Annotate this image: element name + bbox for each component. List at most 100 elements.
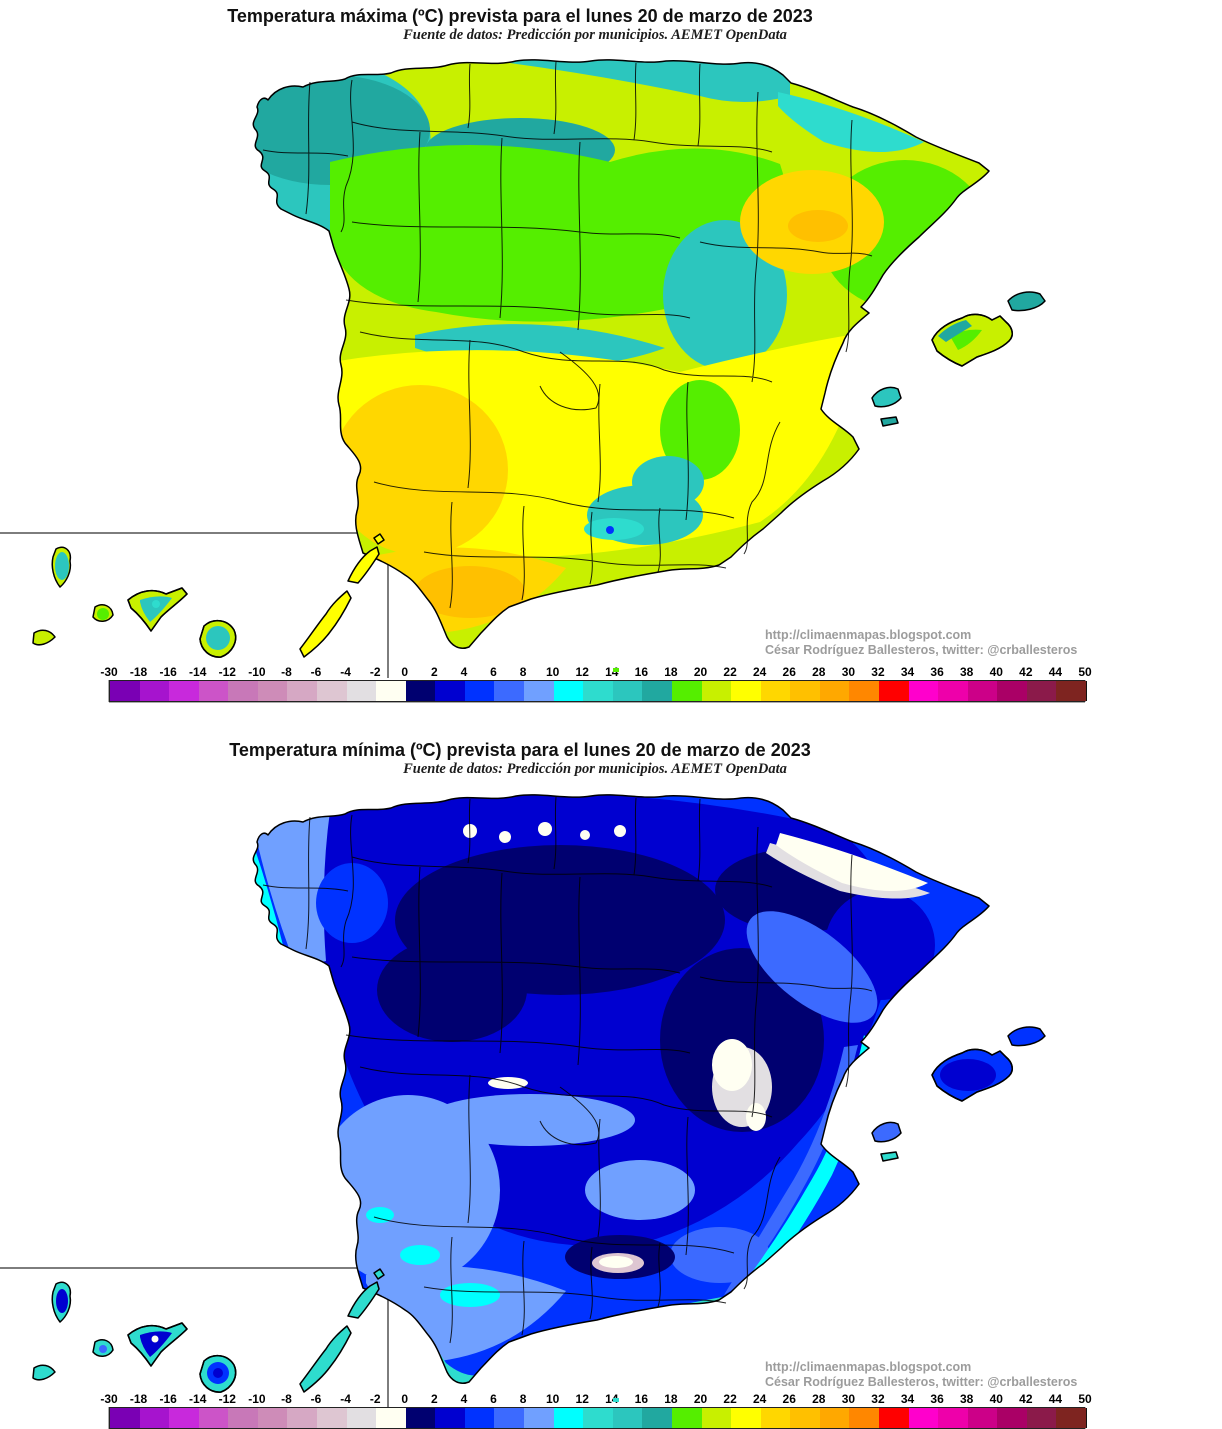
- legend-tick-label: 16: [634, 1392, 649, 1406]
- legend-tick-label: 44: [1048, 1392, 1063, 1406]
- max-temperature-map: [0, 59, 1046, 678]
- legend-tick-label: 8: [519, 665, 527, 679]
- alboran-island-dot: [613, 1398, 619, 1402]
- legend-tick-label: -18: [129, 1392, 148, 1406]
- legend-swatch: [228, 681, 259, 701]
- alboran-island-dot: [613, 668, 619, 672]
- legend-swatch: [671, 681, 703, 701]
- legend-swatch: [938, 681, 969, 701]
- legend-tick-label: -14: [189, 665, 207, 679]
- legend-swatch: [967, 1408, 999, 1428]
- legend-tick-label: 28: [812, 1392, 826, 1406]
- legend-swatch: [405, 1408, 437, 1428]
- legend-swatch: [760, 681, 792, 701]
- min-map-attribution: http://climaenmapas.blogspot.com César R…: [765, 1360, 1095, 1390]
- legend-swatch: [908, 1408, 940, 1428]
- legend-tick-label: 0: [401, 665, 409, 679]
- legend-swatch: [169, 681, 200, 701]
- legend-swatch: [583, 681, 614, 701]
- legend-swatch: [524, 681, 555, 701]
- legend-swatch: [346, 1408, 378, 1428]
- legend-swatch: [908, 681, 940, 701]
- max-map-title: Temperatura máxima (ºC) prevista para el…: [227, 6, 813, 26]
- legend-swatch: [287, 1408, 319, 1428]
- legend-swatch: [494, 681, 526, 701]
- legend-tick-label: 18: [664, 1392, 678, 1406]
- legend-tick-label: -12: [218, 665, 236, 679]
- legend-tick-label: 36: [930, 1392, 944, 1406]
- legend-swatch: [198, 681, 230, 701]
- legend-swatch: [731, 681, 762, 701]
- legend-swatch: [524, 1408, 555, 1428]
- formentera-island: [880, 416, 899, 427]
- legend-tick-label: -4: [340, 665, 351, 679]
- legend-tick-label: 38: [960, 1392, 974, 1406]
- legend-tick-label: 8: [519, 1392, 527, 1406]
- menorca-island: [1007, 291, 1046, 312]
- legend-swatch: [405, 681, 437, 701]
- legend-swatch: [110, 681, 141, 701]
- legend-swatch: [317, 1408, 348, 1428]
- legend-swatch: [553, 681, 585, 701]
- legend-tick-labels: -30 -18 -16 -14 -12 -10 -8 -6 -4 -2 0 2 4 6 8 10 12 14 16 1…: [100, 665, 1091, 679]
- legend-swatch: [346, 681, 378, 701]
- max-map-subtitle: Fuente de datos: Predicción por municipi…: [403, 27, 787, 43]
- legend-tick-label: 50: [1078, 665, 1092, 679]
- legend-swatch: [583, 1408, 614, 1428]
- min-temperature-map: [0, 794, 1046, 1407]
- legend-tick-label: 24: [752, 665, 767, 679]
- legend-tick-label: -16: [159, 665, 177, 679]
- legend-tick-label: 34: [900, 1392, 915, 1406]
- legend-tick-label: 36: [930, 665, 944, 679]
- legend-tick-label: 44: [1048, 665, 1063, 679]
- ibiza-island: [871, 386, 902, 408]
- ibiza-island: [871, 1121, 902, 1143]
- fuerteventura-island: [299, 1325, 352, 1393]
- legend-swatch: [612, 1408, 644, 1428]
- legend-tick-label: -8: [281, 1392, 292, 1406]
- legend-tick-label: 2: [430, 665, 438, 679]
- legend-swatch: [464, 681, 496, 701]
- legend-swatch: [376, 681, 407, 701]
- legend-tick-label: -8: [281, 665, 292, 679]
- legend-tick-label: 26: [782, 1392, 796, 1406]
- legend-swatch: [110, 1408, 141, 1428]
- legend-tick-label: 4: [460, 665, 468, 679]
- legend-swatch: [1026, 1408, 1058, 1428]
- canary-islands-max: [32, 533, 385, 658]
- legend-swatch: [997, 681, 1028, 701]
- legend-swatch: [464, 1408, 496, 1428]
- legend-tick-label: 20: [693, 665, 708, 679]
- legend-tick-label: 30: [841, 1392, 856, 1406]
- legend-swatch: [997, 1408, 1028, 1428]
- legend-tick-label: 12: [575, 1392, 589, 1406]
- legend-tick-label: 18: [664, 665, 678, 679]
- legend-tick-label: -2: [369, 665, 381, 679]
- fuerteventura-island: [299, 590, 352, 658]
- legend-tick-label: 20: [693, 1392, 708, 1406]
- legend-tick-label: 32: [871, 665, 885, 679]
- legend-tick-labels: -30 -18 -16 -14 -12 -10 -8 -6 -4 -2 0 2 4 6 8 10 12 14 16 1…: [100, 1392, 1091, 1406]
- balearic-islands-min: [871, 1026, 1046, 1162]
- legend-swatch: [228, 1408, 259, 1428]
- temperature-scale-max: -30 -18 -16 -14 -12 -10 -8 -6 -4 -2 0 2 4 6 8 10 12 14 16 1…: [100, 665, 1092, 702]
- legend-tick-label: 50: [1078, 1392, 1092, 1406]
- legend-swatch: [139, 681, 171, 701]
- legend-color-bar: [109, 680, 1087, 702]
- legend-swatch: [760, 1408, 792, 1428]
- legend-tick-label: -14: [189, 1392, 207, 1406]
- balearic-islands-max: [871, 291, 1046, 427]
- attribution-url: http://climaenmapas.blogspot.com: [765, 1360, 972, 1374]
- legend-tick-label: 6: [490, 665, 497, 679]
- legend-swatch: [849, 1408, 880, 1428]
- legend-swatch: [169, 1408, 200, 1428]
- legend-swatch: [790, 1408, 821, 1428]
- legend-swatch: [790, 681, 821, 701]
- attribution-author: César Rodríguez Ballesteros, twitter: @c…: [765, 643, 1078, 657]
- max-map-attribution: http://climaenmapas.blogspot.com César R…: [765, 628, 1095, 658]
- legend-swatch: [642, 1408, 673, 1428]
- legend-tick-label: 22: [723, 1392, 737, 1406]
- legend-tick-label: -2: [369, 1392, 381, 1406]
- legend-tick-label: 38: [960, 665, 974, 679]
